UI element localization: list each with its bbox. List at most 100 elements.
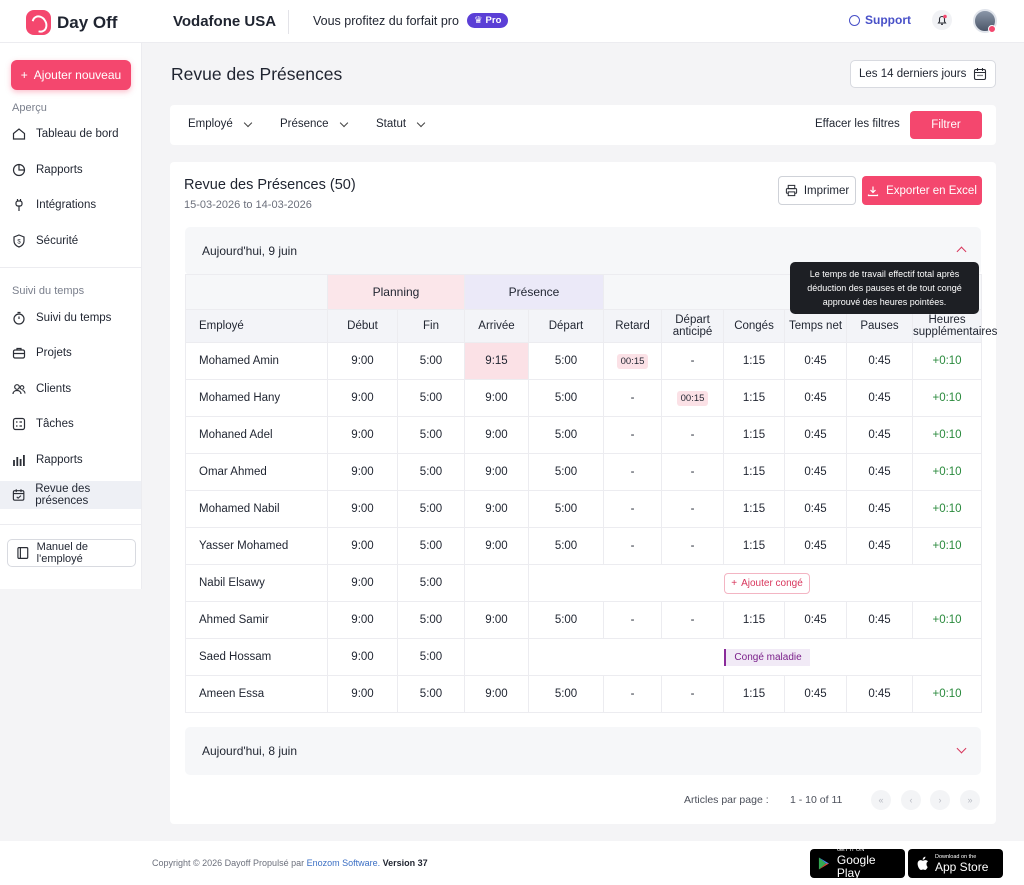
date-range-picker[interactable]: Les 14 derniers jours [850, 60, 996, 88]
sidebar-item-integrations[interactable]: Intégrations [0, 191, 141, 219]
table-row[interactable]: Omar Ahmed 9:00 5:00 9:00 5:00- -1:15 0:45 0:45… [185, 453, 983, 491]
briefcase-icon [12, 347, 26, 359]
help-circle-icon [849, 14, 860, 26]
app-logo[interactable]: Day Off [26, 10, 117, 35]
sidebar-item-tasks[interactable]: Tâches [0, 410, 141, 438]
leave-cell: 1:15 [723, 601, 786, 639]
export-excel-button[interactable]: Exporter en Excel [862, 176, 982, 205]
late-cell: - [603, 675, 663, 713]
bar-chart-icon [13, 455, 25, 466]
section-time-label: Suivi du temps [12, 285, 85, 297]
column-header-end[interactable]: Fin [397, 309, 465, 343]
next-page-button[interactable]: › [930, 790, 950, 810]
sidebar-divider [0, 267, 141, 268]
sidebar-item-clients[interactable]: Clients [0, 375, 141, 403]
filter-bar: Employé Présence Statut Effacer les filt… [170, 105, 996, 145]
column-header-overtime[interactable]: Heures supplémentaires [912, 309, 997, 343]
app-store-badge[interactable]: Download on the App Store [908, 849, 1003, 878]
avatar-status-dot [988, 25, 996, 33]
planning-start-cell: 9:00 [327, 379, 398, 417]
book-icon [17, 547, 29, 559]
header-divider [288, 10, 289, 34]
last-page-button[interactable]: » [960, 790, 980, 810]
print-label: Imprimer [803, 184, 850, 197]
chevron-down-icon [243, 118, 252, 127]
column-header-leave[interactable]: Congés [723, 309, 786, 343]
overtime-cell: +0:10 [912, 416, 983, 454]
card-date-range: 15-03-2026 to 14-03-2026 [184, 199, 312, 211]
day-group-label: Aujourd'hui, 9 juin [202, 244, 298, 258]
column-header-early-departure[interactable]: Départ anticipé [661, 309, 725, 343]
add-new-label: Ajouter nouveau [33, 68, 122, 82]
sidebar-item-time-tracking[interactable]: Suivi du temps [0, 304, 141, 332]
vendor-link[interactable]: Enozom Software. [306, 858, 381, 868]
table-row[interactable]: Ameen Essa 9:00 5:00 9:00 5:00- -1:15 0:45 0:45… [185, 675, 983, 713]
bell-icon[interactable] [932, 10, 952, 30]
column-header-breaks[interactable]: Pauses [846, 309, 914, 343]
late-cell: - [603, 416, 663, 454]
sidebar-item-security[interactable]: $ Sécurité [0, 227, 141, 255]
sidebar-item-label: Tableau de bord [36, 128, 119, 140]
support-link[interactable]: Support [849, 13, 911, 27]
sidebar-item-attendance-review[interactable]: Revue des présences [0, 481, 141, 509]
planning-start-cell: 9:00 [327, 564, 398, 602]
leave-cell: 1:15 [723, 342, 786, 380]
net-time-cell: 0:45 [784, 675, 848, 713]
table-row[interactable]: Mohamed Hany 9:00 5:00 9:00 5:00-00:15 1:15 0:… [185, 379, 983, 417]
column-header-net-time[interactable]: Temps net [784, 309, 848, 343]
table-row[interactable]: Mohamed Nabil 9:00 5:00 9:00 5:00- -1:15 0:45 0… [185, 490, 983, 528]
sidebar-item-dashboard[interactable]: Tableau de bord [0, 120, 141, 148]
table-row[interactable]: Yasser Mohamed 9:00 5:00 9:00 5:00- -1:15 0:45… [185, 527, 983, 565]
employee-filter-dropdown[interactable]: Employé [188, 118, 252, 130]
departure-cell: 5:00 [527, 527, 605, 565]
overtime-cell: +0:10 [912, 453, 983, 491]
clear-filters-link[interactable]: Effacer les filtres [815, 118, 900, 130]
previous-page-button[interactable]: ‹ [901, 790, 921, 810]
leave-cell: 1:15 [723, 527, 786, 565]
early-departure-cell: - [661, 527, 725, 565]
stopwatch-icon [13, 311, 25, 325]
app-name: Day Off [57, 12, 118, 32]
overtime-cell: +0:10 [912, 675, 983, 713]
table-row[interactable]: Mohamed Amin 9:00 5:00 9:15 5:00 00:15-1:15 0:… [185, 342, 983, 380]
chevron-down-icon [416, 118, 426, 127]
employee-manual-button[interactable]: Manuel de l'employé [7, 539, 136, 567]
net-time-cell: 0:45 [784, 490, 848, 528]
first-page-button[interactable]: « [871, 790, 891, 810]
employee-name-cell: Ameen Essa [185, 675, 328, 713]
presence-filter-dropdown[interactable]: Présence [280, 118, 348, 130]
apply-filter-button[interactable]: Filtrer [910, 111, 982, 139]
net-time-cell: 0:45 [784, 453, 848, 491]
column-header-start[interactable]: Début [327, 309, 398, 343]
sidebar-item-reports-time[interactable]: Rapports [0, 446, 141, 474]
chevron-down-icon [339, 118, 348, 127]
add-new-button[interactable]: + Ajouter nouveau [11, 60, 131, 90]
company-name: Vodafone USA [173, 13, 277, 30]
leave-cell: 1:15 [723, 675, 786, 713]
early-departure-cell: - [661, 490, 725, 528]
chevron-down-icon[interactable] [956, 743, 967, 754]
table-row[interactable]: Saed Hossam 9:00 5:00 Congé maladie [185, 638, 983, 676]
print-button[interactable]: Imprimer [778, 176, 856, 205]
table-row[interactable]: Ahmed Samir 9:00 5:00 9:00 5:00- -1:15 0:45 0:4… [185, 601, 983, 639]
table-row[interactable]: Mohaned Adel 9:00 5:00 9:00 5:00- -1:15 0:45 0:… [185, 416, 983, 454]
table-row[interactable]: Nabil Elsawy 9:00 5:00 + Ajouter congé [185, 564, 983, 602]
net-time-cell: 0:45 [784, 379, 848, 417]
add-leave-button[interactable]: + Ajouter congé [724, 572, 810, 594]
breaks-cell: 0:45 [846, 601, 914, 639]
status-filter-dropdown[interactable]: Statut [376, 118, 426, 130]
sidebar-item-label: Rapports [36, 164, 83, 176]
chevron-up-icon[interactable] [956, 246, 967, 257]
day-group-header[interactable]: Aujourd'hui, 8 juin [185, 727, 981, 775]
sidebar-item-projects[interactable]: Projets [0, 339, 141, 367]
column-header-arrival[interactable]: Arrivée [464, 309, 529, 343]
early-departure-cell: 00:15 [661, 379, 725, 417]
column-header-departure[interactable]: Départ [527, 309, 605, 343]
sidebar-item-reports[interactable]: Rapports [0, 156, 141, 184]
employee-name-cell: Ahmed Samir [185, 601, 328, 639]
footer: Copyright © 2026 Dayoff Propulsé par Eno… [0, 841, 1024, 885]
google-play-badge[interactable]: GET IT ON Google Play [810, 847, 905, 880]
avatar[interactable] [973, 9, 997, 33]
column-header-employee[interactable]: Employé [185, 309, 328, 343]
column-header-late[interactable]: Retard [603, 309, 663, 343]
